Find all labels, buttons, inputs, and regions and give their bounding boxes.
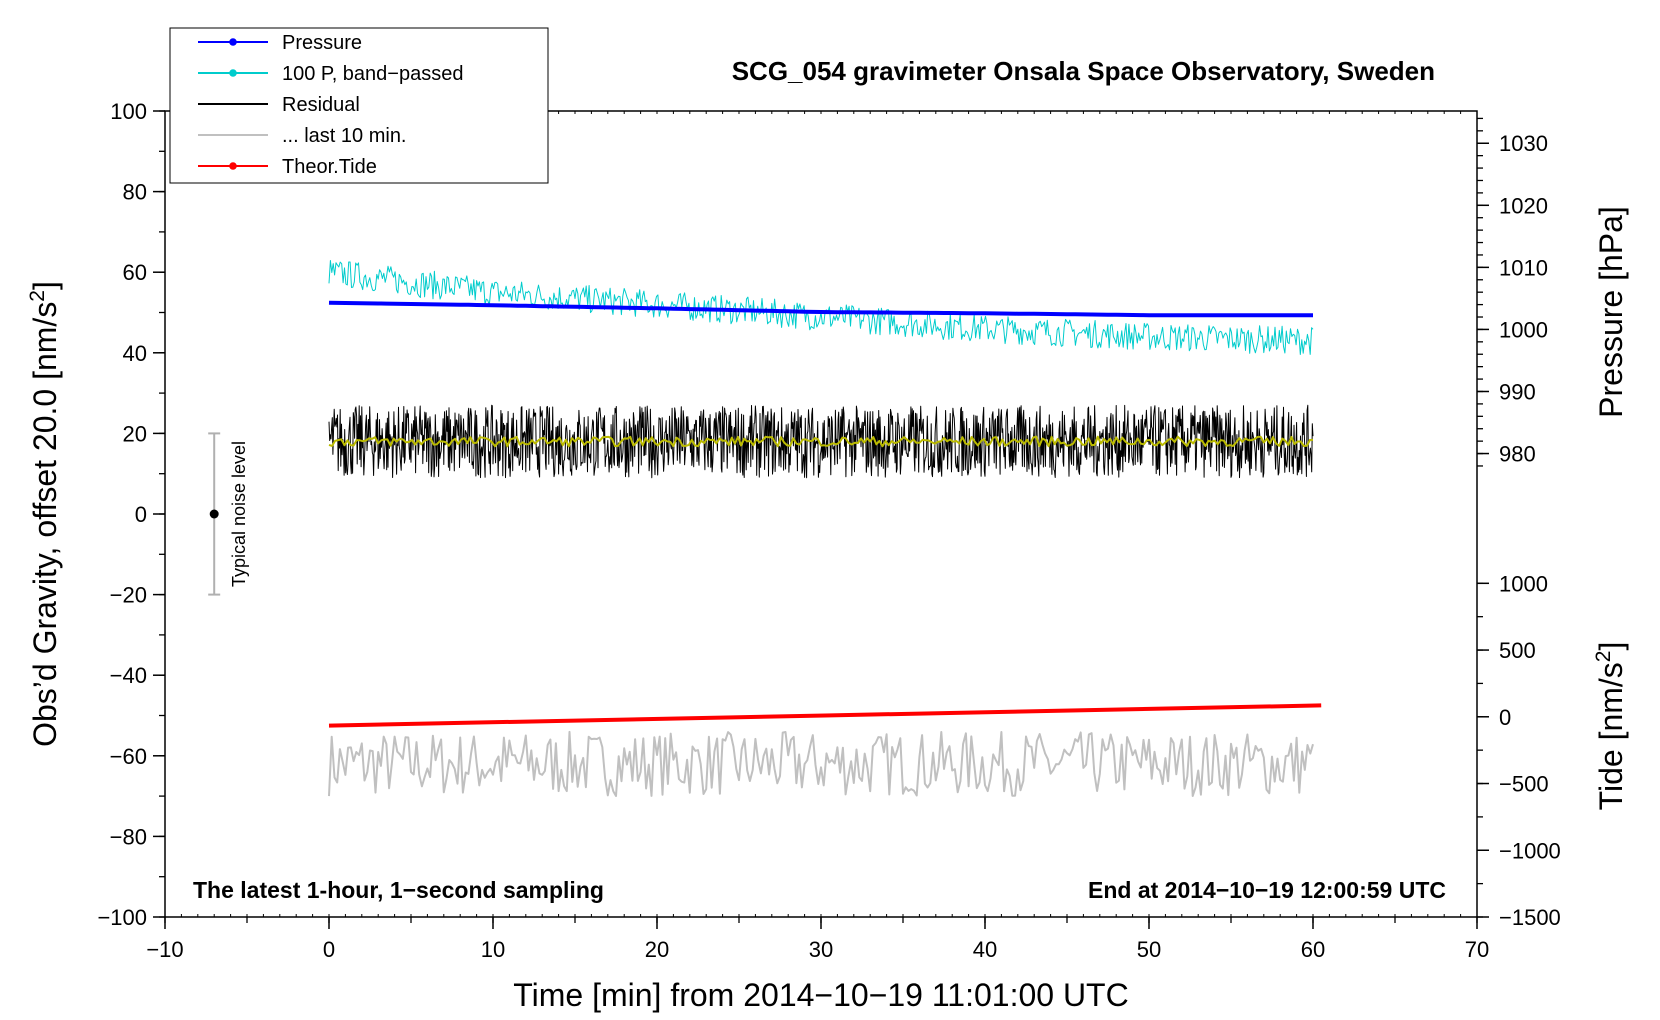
legend-label: 100 P, band−passed bbox=[282, 63, 463, 85]
legend-swatch-marker bbox=[229, 69, 237, 77]
series-layer bbox=[328, 260, 1322, 797]
y-tick-label: −20 bbox=[110, 583, 147, 608]
x-tick-label: 50 bbox=[1137, 937, 1161, 962]
tide-tick-label: 1000 bbox=[1499, 571, 1548, 596]
series-line bbox=[328, 703, 1322, 728]
y-axis-pressure: 980 990 1000 1010 1020 1030 bbox=[1477, 117, 1548, 467]
series-line bbox=[328, 435, 1314, 448]
legend: Pressure 100 P, band−passed Residual ... la… bbox=[169, 27, 549, 184]
tide-tick-label: 0 bbox=[1499, 705, 1511, 730]
pressure-tick-label: 1000 bbox=[1499, 317, 1548, 342]
legend-box bbox=[169, 27, 549, 184]
y-axis-tide-label-text: Tide [nm/s bbox=[1593, 662, 1629, 810]
pressure-tick-label: 980 bbox=[1499, 442, 1536, 467]
y-axis-left: −100 −80 −60 −40 −20 0 20 40 60 80 100 bbox=[97, 99, 165, 930]
x-tick-label: −10 bbox=[146, 937, 183, 962]
legend-label: Theor.Tide bbox=[282, 156, 377, 178]
x-tick-label: 0 bbox=[323, 937, 335, 962]
y-tick-label: 80 bbox=[123, 180, 147, 205]
noise-bar-center bbox=[209, 509, 219, 519]
y-tick-label: −60 bbox=[110, 744, 147, 769]
y-axis-tide: −1500 −1000 −500 0 500 1000 bbox=[1477, 571, 1561, 930]
y-tick-label: −40 bbox=[110, 663, 147, 688]
x-tick-label: 60 bbox=[1301, 937, 1325, 962]
x-tick-label: 30 bbox=[809, 937, 833, 962]
y-axis-tide-label-close: ] bbox=[1593, 642, 1629, 651]
y-axis-pressure-label: Pressure [hPa] bbox=[1593, 206, 1629, 418]
x-tick-label: 40 bbox=[973, 937, 997, 962]
y-tick-label: 0 bbox=[135, 502, 147, 527]
y-tick-label: 60 bbox=[123, 260, 147, 285]
tide-tick-label: −1500 bbox=[1499, 905, 1561, 930]
note-right: End at 2014−10−19 12:00:59 UTC bbox=[1088, 877, 1446, 903]
y-tick-label: 40 bbox=[123, 341, 147, 366]
y-axis-tide-label-sup: 2 bbox=[1592, 651, 1615, 663]
y-axis-left-label-close: ] bbox=[27, 281, 63, 290]
y-axis-left-label-sup: 2 bbox=[26, 290, 49, 302]
x-axis: −10 0 10 20 30 40 50 60 70 bbox=[146, 111, 1489, 962]
noise-bar-label: Typical noise level bbox=[229, 441, 249, 587]
tide-tick-label: −500 bbox=[1499, 772, 1549, 797]
x-tick-label: 10 bbox=[481, 937, 505, 962]
pressure-tick-label: 1020 bbox=[1499, 193, 1548, 218]
chart-title: SCG_054 gravimeter Onsala Space Observat… bbox=[732, 56, 1435, 86]
noise-bar: Typical noise level bbox=[208, 432, 249, 596]
note-left: The latest 1-hour, 1−second sampling bbox=[193, 877, 604, 903]
pressure-tick-label: 1030 bbox=[1499, 131, 1548, 156]
y-axis-left-label-text: Obs’d Gravity, offset 20.0 [nm/s bbox=[27, 302, 63, 747]
pressure-tick-label: 1010 bbox=[1499, 255, 1548, 280]
y-tick-label: 100 bbox=[110, 99, 147, 124]
y-tick-label: −80 bbox=[110, 824, 147, 849]
legend-label: Residual bbox=[282, 94, 360, 116]
legend-label: Pressure bbox=[282, 32, 362, 54]
legend-items: Pressure 100 P, band−passed Residual ... la… bbox=[198, 32, 463, 178]
legend-label: ... last 10 min. bbox=[282, 125, 407, 147]
x-axis-label: Time [min] from 2014−10−19 11:01:00 UTC bbox=[513, 977, 1128, 1013]
legend-swatch-marker bbox=[229, 38, 237, 46]
x-tick-label: 70 bbox=[1465, 937, 1489, 962]
series-line bbox=[328, 730, 1314, 797]
y-tick-label: −100 bbox=[97, 905, 147, 930]
series-line bbox=[328, 300, 1313, 318]
x-tick-label: 20 bbox=[645, 937, 669, 962]
series-line bbox=[328, 404, 1314, 479]
tide-tick-label: 500 bbox=[1499, 638, 1536, 663]
legend-swatch-marker bbox=[229, 162, 237, 170]
y-axis-left-label: Obs’d Gravity, offset 20.0 [nm/s2] bbox=[26, 281, 63, 747]
tide-tick-label: −1000 bbox=[1499, 838, 1561, 863]
pressure-tick-label: 990 bbox=[1499, 379, 1536, 404]
y-tick-label: 20 bbox=[123, 421, 147, 446]
y-axis-tide-label: Tide [nm/s2] bbox=[1592, 642, 1629, 811]
